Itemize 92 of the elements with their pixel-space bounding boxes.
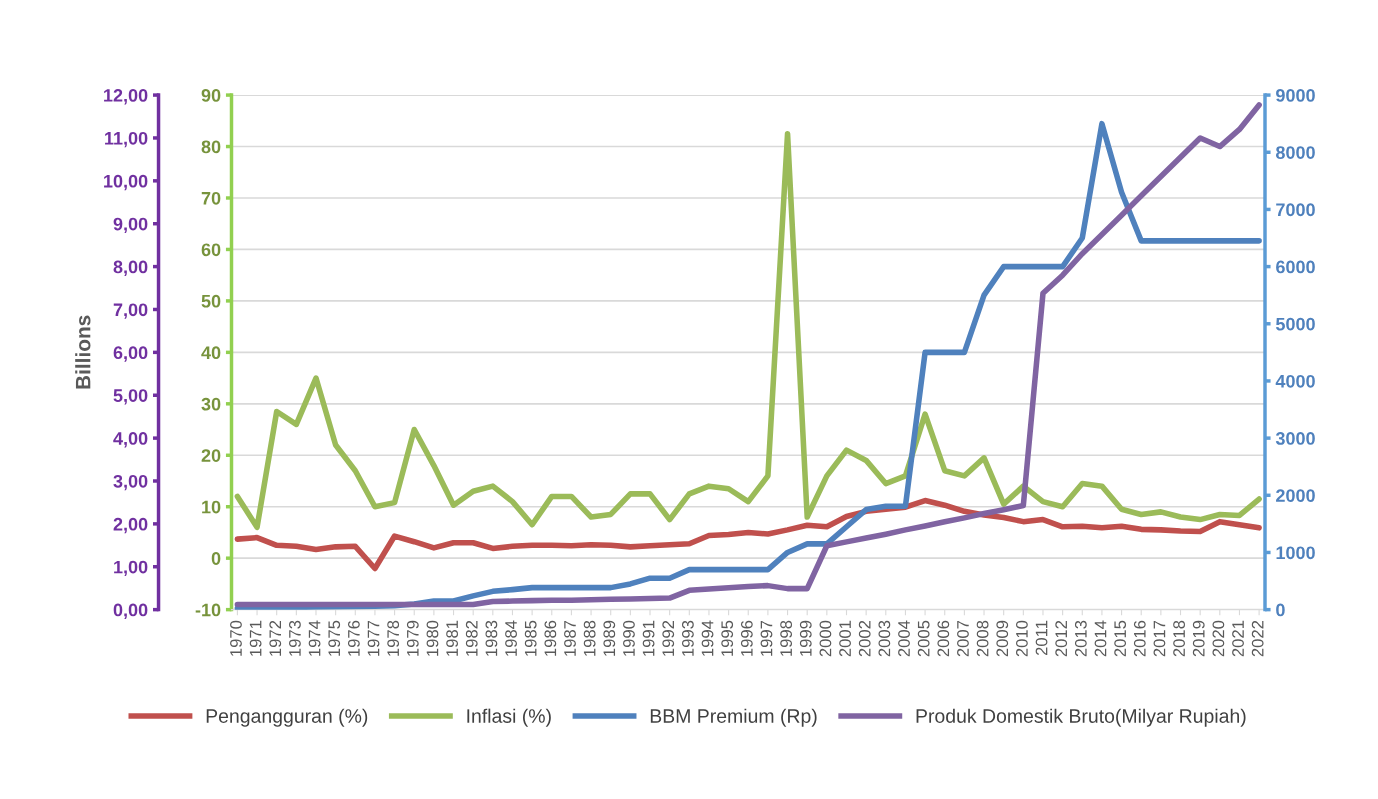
x-tick-label: 1983 [485, 620, 498, 656]
y2-tick-label: 6000 [1276, 260, 1315, 274]
x-tick-label: 1987 [564, 620, 576, 656]
y-tick-label: 50 [201, 294, 221, 308]
x-tick-label: 2019 [1192, 620, 1205, 657]
y3-tick-label: 12,00 [104, 89, 148, 105]
x-tick-label: 2022 [1251, 620, 1264, 657]
x-tick-label: 2013 [1074, 620, 1087, 657]
y-tick-label: -10 [195, 603, 221, 617]
x-tick-label: 1999 [799, 620, 812, 656]
y-tick-label: 80 [201, 140, 221, 154]
y2-tick-label: 8000 [1275, 146, 1315, 159]
y2-tick-label: 1000 [1276, 546, 1315, 560]
x-tick-label: 1985 [524, 620, 537, 656]
y2-tick-label: 9000 [1276, 89, 1315, 102]
x-tick-label: 2008 [976, 620, 989, 657]
y3-tick-label: 0,00 [113, 603, 148, 619]
y3-tick-label: 10,00 [104, 174, 148, 191]
x-tick-label: 2003 [878, 620, 891, 657]
x-tick-label: 1993 [681, 620, 694, 656]
y2-tick-label: 5000 [1275, 317, 1315, 331]
x-tick-label: 1989 [603, 620, 616, 656]
x-tick-label: 1980 [426, 620, 439, 656]
x-tick-label: 1981 [446, 620, 458, 656]
x-tick-label: 1972 [269, 620, 282, 656]
x-tick-label: 1990 [623, 620, 635, 656]
x-tick-label: 1982 [465, 620, 478, 656]
y-tick-label: 0 [211, 552, 221, 565]
y3-tick-label: 7,00 [113, 303, 148, 319]
x-tick-label: 1978 [387, 620, 400, 656]
y3-tick-label: 4,00 [113, 432, 148, 448]
y-tick-label: 40 [201, 346, 221, 360]
y3-tick-label: 11,00 [105, 131, 148, 148]
x-tick-label: 2011 [1035, 620, 1048, 656]
legend-label: Produk Domestik Bruto(Milyar Rupiah) [916, 708, 1246, 727]
x-tick-label: 2021 [1232, 620, 1244, 657]
x-tick-label: 1974 [308, 620, 321, 656]
y3-axis-title: Billions [75, 315, 91, 389]
x-tick-label: 1971 [249, 620, 262, 656]
y3-tick-label: 8,00 [113, 260, 148, 276]
legend-label: Inflasi (%) [467, 708, 551, 727]
x-tick-label: 1992 [662, 620, 675, 656]
x-tick-label: 2006 [937, 620, 950, 657]
y3-tick-label: 6,00 [113, 346, 148, 362]
y-tick-label: 90 [201, 89, 221, 102]
x-tick-label: 1976 [347, 620, 360, 656]
x-tick-label: 2007 [957, 620, 969, 657]
x-tick-label: 1998 [780, 620, 793, 656]
y2-tick-label: 4000 [1275, 374, 1315, 388]
y3-tick-label: 3,00 [113, 474, 148, 491]
legend-label: BBM Premium (Rp) [650, 708, 817, 727]
x-tick-label: 2001 [839, 620, 851, 657]
x-tick-label: 2000 [819, 620, 832, 657]
x-tick-label: 1973 [289, 620, 301, 656]
y-tick-label: 30 [201, 397, 221, 411]
x-tick-label: 1996 [740, 620, 753, 656]
x-tick-label: 2014 [1094, 620, 1107, 657]
y3-tick-label: 2,00 [113, 517, 148, 534]
x-tick-label: 2009 [996, 620, 1009, 657]
legend-label: Pengangguran (%) [206, 708, 368, 727]
y-tick-label: 10 [202, 500, 221, 514]
y2-tick-label: 3000 [1275, 432, 1315, 445]
x-tick-label: 1975 [328, 620, 341, 656]
x-tick-label: 2010 [1016, 620, 1028, 657]
y3-tick-label: 9,00 [113, 217, 148, 234]
x-tick-label: 2015 [1114, 620, 1127, 657]
x-tick-label: 1995 [721, 620, 734, 656]
x-tick-label: 1991 [642, 620, 655, 656]
x-tick-label: 1979 [406, 620, 419, 656]
x-tick-label: 2017 [1153, 620, 1166, 657]
x-tick-label: 2004 [898, 620, 910, 657]
y3-tick-label: 1,00 [114, 560, 148, 577]
x-tick-label: 2020 [1212, 620, 1225, 657]
y-tick-label: 70 [201, 191, 221, 205]
y2-tick-label: 7000 [1276, 203, 1315, 217]
x-tick-label: 2018 [1173, 620, 1185, 657]
y2-tick-label: 2000 [1276, 489, 1315, 503]
x-tick-label: 2005 [917, 620, 930, 657]
x-tick-label: 1986 [544, 620, 557, 656]
x-tick-label: 2002 [858, 620, 871, 657]
x-tick-label: 1997 [760, 620, 773, 656]
x-tick-label: 1994 [701, 620, 714, 656]
y-tick-label: 60 [201, 243, 221, 257]
x-tick-label: 2016 [1133, 620, 1146, 657]
y3-tick-label: 5,00 [113, 389, 148, 405]
y2-tick-label: 0 [1276, 603, 1285, 617]
x-tick-label: 1984 [505, 620, 517, 656]
x-tick-label: 1977 [367, 620, 380, 656]
x-tick-label: 1988 [583, 620, 596, 656]
x-tick-label: 2012 [1055, 620, 1068, 657]
x-tick-label: 1970 [230, 620, 242, 656]
y-tick-label: 20 [201, 449, 221, 462]
